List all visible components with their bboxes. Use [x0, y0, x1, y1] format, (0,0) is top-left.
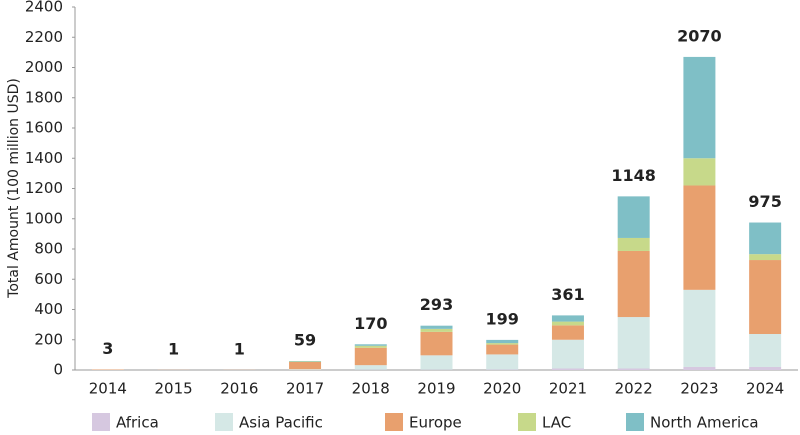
bar-segment	[354, 365, 387, 370]
bar-segment	[683, 289, 716, 367]
bar-segment	[420, 328, 453, 332]
bar-segment	[486, 339, 519, 344]
bar-segment	[617, 368, 650, 370]
bar-segment	[749, 222, 782, 255]
x-tick-label: 2023	[680, 380, 718, 398]
legend-swatch	[92, 413, 110, 431]
bar-segment	[354, 344, 387, 346]
bar-segment	[683, 158, 716, 186]
bar-segment	[486, 344, 519, 355]
bar-segment	[749, 254, 782, 261]
bar-segment	[420, 355, 453, 370]
x-tick-label: 2021	[549, 380, 587, 398]
y-axis-title: Total Amount (100 million USD)	[6, 78, 22, 299]
y-tick-label: 2000	[25, 58, 63, 76]
y-tick-label: 2200	[25, 28, 63, 46]
bar-segment	[617, 317, 650, 369]
bar-segment	[420, 325, 453, 329]
total-label: 199	[486, 309, 519, 328]
bar-segment	[683, 56, 716, 159]
legend-label: Asia Pacific	[239, 414, 323, 432]
bar-segment	[354, 347, 387, 366]
x-tick-label: 2015	[154, 380, 192, 398]
x-tick-label: 2018	[352, 380, 390, 398]
legend-swatch	[385, 413, 403, 431]
bar-segment	[683, 366, 716, 370]
total-label: 975	[748, 192, 781, 211]
legend-swatch	[518, 413, 536, 431]
legend-label: Europe	[409, 414, 462, 432]
bar-segment	[617, 196, 650, 238]
x-tick-label: 2024	[746, 380, 784, 398]
legend-label: North America	[650, 414, 759, 432]
legend-label: Africa	[116, 414, 159, 432]
y-tick-label: 2400	[25, 0, 63, 16]
total-label: 361	[551, 285, 584, 304]
bar-segment	[617, 250, 650, 318]
y-tick-label: 0	[53, 361, 63, 379]
total-label: 3	[102, 339, 113, 358]
bar-segment	[354, 345, 387, 348]
y-tick-label: 200	[34, 330, 63, 348]
x-tick-label: 2016	[220, 380, 258, 398]
bar-segment	[551, 325, 584, 340]
total-label: 1148	[611, 166, 656, 185]
bar-segment	[486, 354, 519, 370]
bar-segment	[551, 315, 584, 322]
total-label: 1	[168, 339, 179, 358]
bar-segment	[617, 237, 650, 251]
bar-segment	[289, 369, 322, 370]
y-tick-label: 800	[34, 240, 63, 258]
y-tick-label: 1000	[25, 209, 63, 227]
x-tick-label: 2017	[286, 380, 324, 398]
y-tick-label: 1600	[25, 119, 63, 137]
x-tick-label: 2014	[89, 380, 127, 398]
y-tick-label: 1800	[25, 88, 63, 106]
bar-segment	[749, 366, 782, 370]
x-tick-label: 2019	[417, 380, 455, 398]
legend-label: LAC	[542, 414, 571, 432]
y-tick-label: 600	[34, 270, 63, 288]
total-label: 59	[294, 331, 316, 350]
y-tick-label: 400	[34, 300, 63, 318]
bar-segment	[551, 339, 584, 369]
bar-segment	[551, 321, 584, 326]
bar-segment	[749, 334, 782, 367]
bar-segment	[420, 331, 453, 356]
bar-segment	[289, 361, 322, 370]
y-tick-label: 1400	[25, 149, 63, 167]
bar-segment	[683, 185, 716, 290]
legend-swatch	[626, 413, 644, 431]
y-tick-label: 1200	[25, 179, 63, 197]
total-label: 170	[354, 314, 387, 333]
x-tick-label: 2022	[615, 380, 653, 398]
total-label: 2070	[677, 26, 722, 45]
x-tick-label: 2020	[483, 380, 521, 398]
total-label: 1	[234, 339, 245, 358]
legend-swatch	[215, 413, 233, 431]
bar-segment	[551, 368, 584, 370]
bar-segment	[749, 260, 782, 335]
bar-segment	[486, 343, 519, 345]
total-label: 293	[420, 295, 453, 314]
